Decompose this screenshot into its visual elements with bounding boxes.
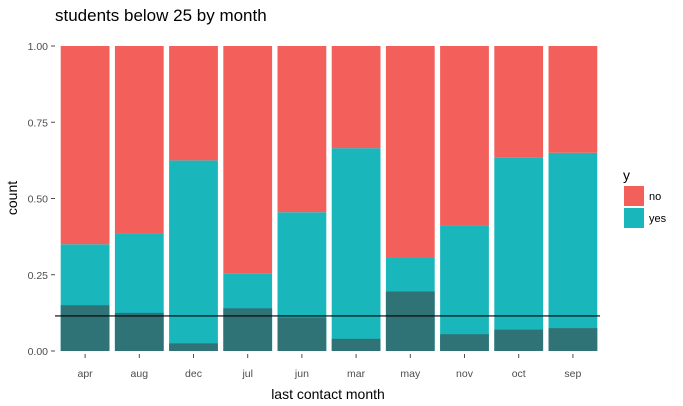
chart-title: students below 25 by month [55, 6, 267, 25]
bar-no-jul [223, 46, 273, 274]
legend-swatch-no [624, 186, 644, 206]
bar-yes-oct [494, 157, 544, 351]
bar-no-aug [114, 46, 164, 234]
legend-label-yes: yes [649, 213, 667, 225]
overlay-bar-mar [331, 338, 381, 351]
x-tick-label-aug: aug [131, 368, 149, 380]
bar-no-jun [277, 46, 327, 213]
bar-no-mar [331, 46, 381, 149]
plot-area [55, 46, 600, 352]
x-tick-label-jul: jul [241, 368, 253, 380]
legend-title: y [623, 167, 630, 183]
overlay-bar-may [385, 291, 435, 351]
x-axis-title: last contact month [271, 386, 385, 402]
x-tick-label-may: may [400, 368, 421, 380]
bar-yes-sep [548, 152, 598, 351]
legend-label-no: no [649, 191, 661, 203]
overlay-bar-oct [494, 329, 544, 351]
x-tick-label-mar: mar [347, 368, 366, 380]
y-tick-label-3: 0.75 [28, 117, 49, 129]
y-tick-label-0: 0.00 [28, 346, 49, 358]
overlay-bar-aug [114, 312, 164, 352]
bar-no-nov [440, 46, 489, 226]
y-axis-title: count [4, 181, 20, 215]
x-tick-label-sep: sep [564, 368, 581, 380]
legend-swatch-yes [624, 208, 644, 228]
x-tick-label-nov: nov [456, 368, 474, 380]
overlay-bar-apr [60, 305, 110, 351]
y-tick-label-2: 0.50 [28, 194, 49, 206]
bar-no-oct [494, 46, 544, 158]
y-tick-label-1: 0.25 [28, 270, 49, 282]
bar-yes-mar [331, 148, 381, 351]
bar-no-apr [60, 46, 110, 245]
overlay-bar-sep [548, 328, 598, 352]
bar-yes-nov [440, 225, 489, 351]
x-tick-label-apr: apr [78, 368, 94, 380]
x-axis: apr aug dec jul jun mar may nov oct sep [78, 354, 582, 380]
overlay-bar-nov [440, 334, 489, 351]
y-axis: 0.00 0.25 0.50 0.75 1.00 [28, 41, 55, 358]
legend: y no yes [623, 167, 667, 228]
x-tick-label-jun: jun [294, 368, 309, 380]
x-tick-label-dec: dec [185, 368, 202, 380]
x-tick-label-oct: oct [512, 368, 526, 380]
overlay-bar-dec [169, 343, 218, 352]
overlay-bar-jun [277, 317, 327, 351]
bar-yes-dec [169, 160, 218, 352]
bar-no-dec [169, 46, 218, 161]
y-tick-label-4: 1.00 [28, 41, 49, 53]
bar-no-may [385, 46, 435, 258]
bar-no-sep [548, 46, 598, 153]
overlay-bar-jul [223, 308, 273, 351]
